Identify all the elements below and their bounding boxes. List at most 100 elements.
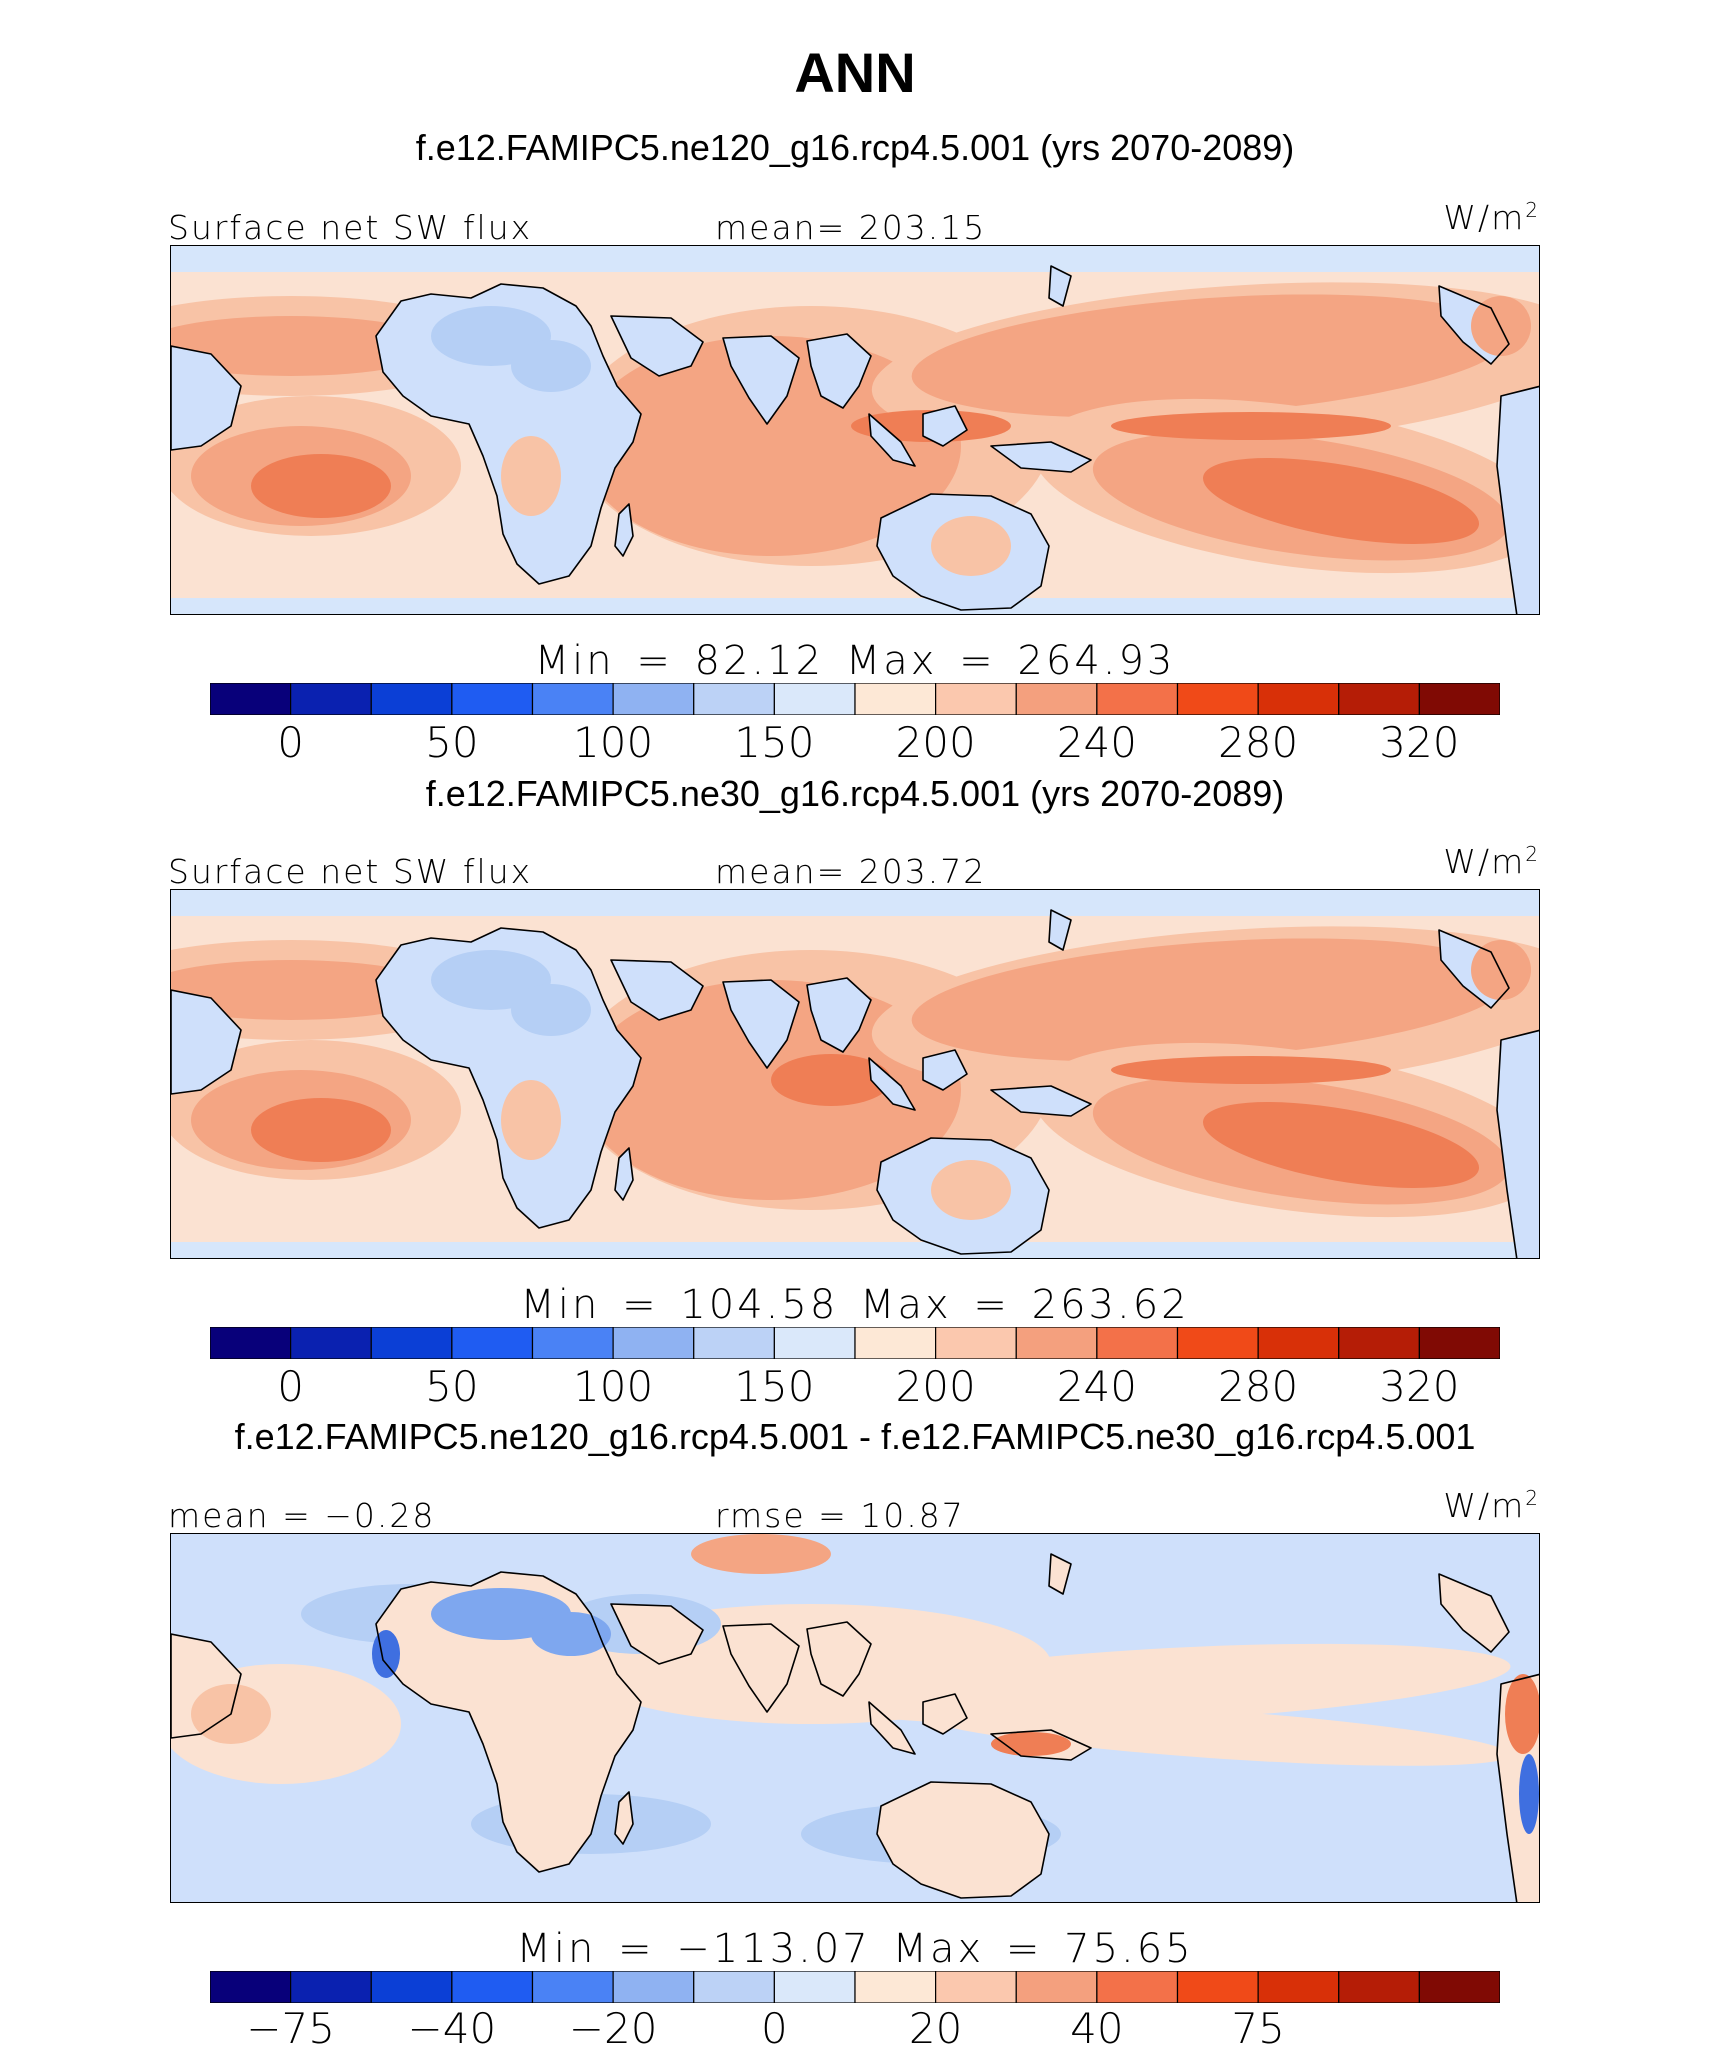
coastline-australia: [876, 1137, 1050, 1255]
coastline-brazil: [171, 345, 242, 451]
coastline-japan: [1048, 265, 1072, 307]
coastline-seasia: [806, 1621, 872, 1697]
panel-1-variable-label: Surface net SW flux: [168, 208, 533, 247]
field-region: [251, 454, 391, 518]
colorbar-swatch-15: [1338, 683, 1420, 715]
colorbar-swatch-16: [1418, 683, 1500, 715]
panel-1-case-title: f.e12.FAMIPC5.ne120_g16.rcp4.5.001 (yrs …: [415, 127, 1295, 168]
panel-2-case-title: f.e12.FAMIPC5.ne30_g16.rcp4.5.001 (yrs 2…: [425, 773, 1285, 814]
panel-1-map: [170, 245, 1540, 615]
field-region: [1519, 1754, 1539, 1834]
field-region: [771, 1054, 891, 1106]
panel-3-colorbar-swatches: [210, 1971, 1500, 2003]
colorbar-swatch-13: [1176, 683, 1259, 715]
land-arabia: [611, 1604, 703, 1664]
colorbar-swatch-14: [1257, 683, 1340, 715]
coastline-africa: [375, 283, 642, 585]
field-region: [171, 960, 441, 1020]
colorbar-swatch-14: [1257, 1327, 1340, 1359]
panel-1-map-canvas: [171, 246, 1539, 614]
panel-1-units: W/m2: [1443, 198, 1540, 237]
colorbar-tick-label: 0: [277, 718, 304, 767]
coastline-australia: [876, 493, 1050, 611]
coastline-arabia: [610, 315, 704, 377]
colorbar-swatch-8: [773, 683, 856, 715]
colorbar-swatch-4: [451, 1327, 534, 1359]
colorbar-swatch-2: [290, 1971, 372, 2003]
coastline-mexico: [1438, 1573, 1510, 1653]
colorbar-tick-label: 100: [573, 718, 654, 767]
coastline-borneo: [922, 1693, 968, 1735]
colorbar-swatch-12: [1096, 683, 1179, 715]
field-region: [511, 984, 591, 1036]
colorbar-swatch-15: [1338, 1327, 1420, 1359]
field-region: [1202, 458, 1480, 544]
field-region: [171, 1242, 1539, 1258]
colorbar-tick-label: 150: [734, 1362, 815, 1411]
colorbar-tick-label: 240: [1056, 1362, 1137, 1411]
field-region: [251, 1098, 391, 1162]
field-region: [1471, 296, 1531, 356]
colorbar-swatch-13: [1176, 1971, 1259, 2003]
colorbar-swatch-7: [693, 1971, 775, 2003]
field-region: [931, 516, 1011, 576]
colorbar-swatch-5: [531, 683, 614, 715]
coastline-africa: [375, 1571, 642, 1873]
land-borneo: [923, 406, 967, 446]
figure-title: ANN: [794, 41, 916, 104]
field-region: [911, 294, 1511, 418]
panel-2-colorbar: [210, 1327, 1500, 1359]
field-region: [581, 336, 961, 556]
land-arabia: [611, 960, 703, 1020]
panel-1-colorbar-swatches: [210, 683, 1500, 715]
coastline-africa: [375, 927, 642, 1229]
coastline-arabia: [610, 959, 704, 1021]
colorbar-tick-label: 50: [425, 718, 479, 767]
coastline-samerica: [1496, 1029, 1539, 1258]
land-india: [723, 336, 799, 424]
coastline-japan: [1048, 909, 1072, 951]
panel-3-units: W/m2: [1443, 1486, 1540, 1525]
colorbar-tick-label: 280: [1218, 1362, 1299, 1411]
land-sumatra: [869, 1702, 915, 1754]
colorbar-tick-label: −75: [246, 2004, 335, 2053]
colorbar-swatch-7: [693, 1327, 775, 1359]
colorbar-tick-label: 0: [277, 1362, 304, 1411]
colorbar-swatch-10: [935, 1971, 1017, 2003]
land-borneo: [923, 1694, 967, 1734]
panel-3-minmax: Min = −113.07 Max = 75.65: [516, 1926, 1194, 1972]
field-region: [171, 316, 441, 376]
coastline-arabia: [610, 1603, 704, 1665]
colorbar-tick-label: 75: [1231, 2004, 1285, 2053]
coastline-india: [722, 335, 800, 425]
coastline-samerica: [1496, 1673, 1539, 1902]
field-region: [511, 340, 591, 392]
panel-2-variable-label: Surface net SW flux: [168, 852, 533, 891]
land-india: [723, 980, 799, 1068]
colorbar-tick-label: 50: [425, 1362, 479, 1411]
land-sumatra: [869, 414, 915, 466]
coastline-sumatra: [868, 1057, 916, 1111]
colorbar-tick-label: 200: [895, 1362, 976, 1411]
panel-1-colorbar-ticks: 0 50 100 150 200 240 280 320: [0, 718, 1710, 768]
field-region: [531, 1612, 611, 1656]
colorbar-swatch-8: [773, 1971, 856, 2003]
coastline-brazil: [171, 989, 242, 1095]
colorbar-tick-label: 320: [1379, 1362, 1460, 1411]
coastline-india: [722, 979, 800, 1069]
land-seasia: [807, 334, 871, 408]
field-region: [1505, 1674, 1539, 1754]
panel-2-map: [170, 889, 1540, 1259]
field-region: [171, 246, 1539, 272]
colorbar-swatch-9: [854, 1327, 937, 1359]
land-borneo: [923, 1050, 967, 1090]
colorbar-swatch-8: [773, 1327, 856, 1359]
field-region: [1471, 940, 1531, 1000]
colorbar-swatch-10: [935, 1327, 1017, 1359]
colorbar-swatch-16: [1418, 1971, 1500, 2003]
field-region: [911, 1702, 1511, 1766]
colorbar-swatch-3: [370, 683, 453, 715]
field-region: [501, 1080, 561, 1160]
panel-3-map: [170, 1533, 1540, 1903]
field-region: [171, 890, 1539, 916]
